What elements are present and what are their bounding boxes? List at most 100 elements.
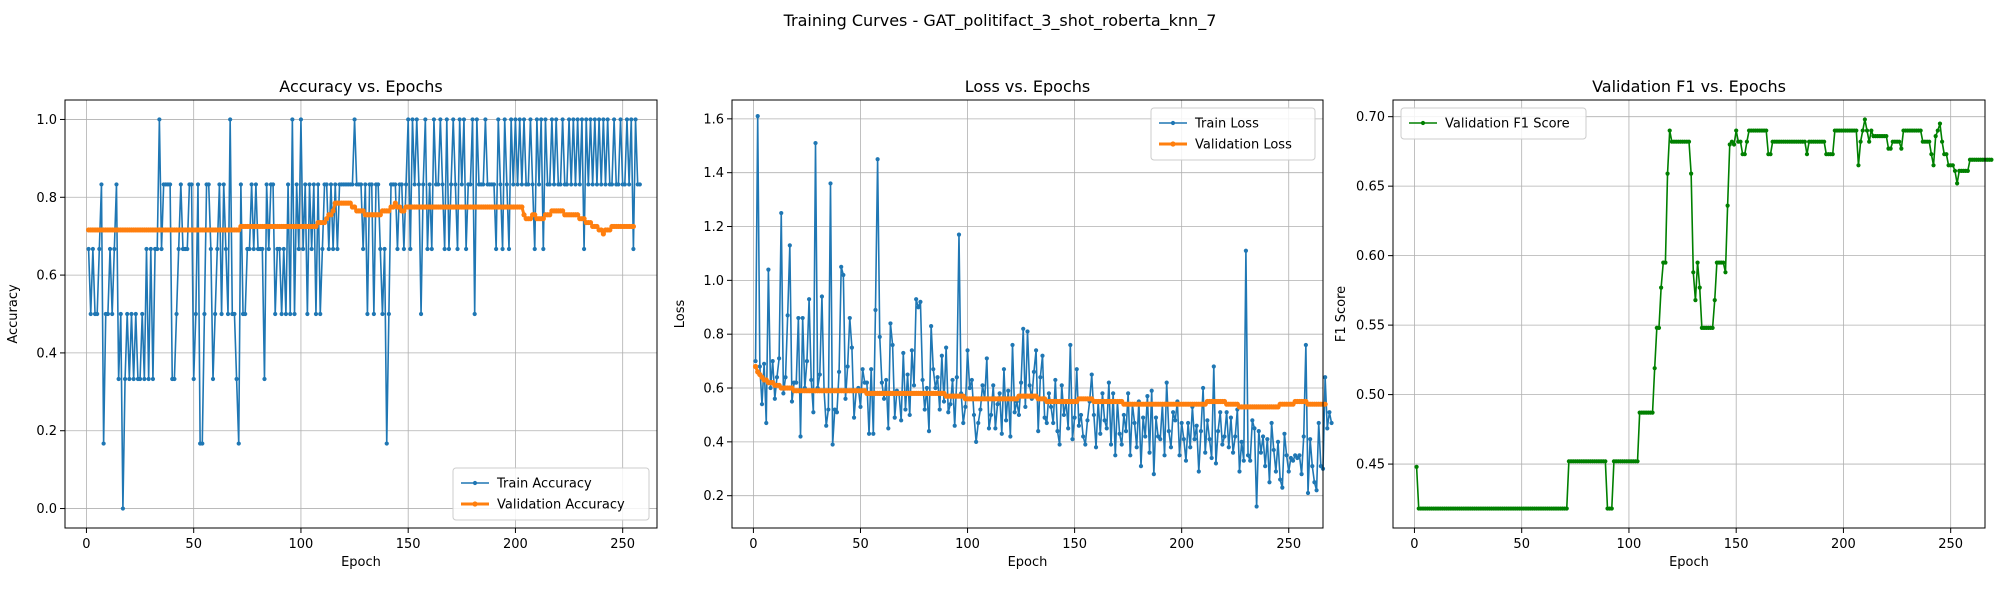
data-point — [787, 243, 792, 248]
data-point — [446, 246, 452, 252]
data-point — [631, 246, 636, 252]
data-point — [1126, 391, 1131, 396]
data-point — [1173, 418, 1178, 423]
data-point — [530, 182, 535, 187]
data-point — [1286, 469, 1291, 474]
legend-label: Validation Loss — [1195, 138, 1292, 153]
data-point — [1141, 415, 1146, 420]
data-point — [584, 117, 589, 122]
data-point — [305, 311, 310, 317]
data-point — [131, 376, 136, 382]
data-point — [101, 441, 106, 446]
y-tick-label: 0.60 — [1356, 249, 1385, 264]
data-point — [600, 231, 606, 237]
data-point — [926, 428, 932, 434]
data-point — [382, 246, 387, 252]
data-point — [347, 200, 353, 206]
data-point — [472, 311, 477, 317]
data-point — [146, 376, 151, 382]
data-point — [99, 182, 104, 187]
data-point — [909, 348, 914, 353]
data-point — [1181, 437, 1186, 442]
data-point — [392, 200, 398, 206]
data-point — [358, 182, 364, 187]
x-tick-label: 50 — [852, 537, 869, 552]
y-tick-label: 0.4 — [36, 346, 57, 361]
data-point — [1196, 469, 1201, 474]
data-point — [851, 415, 857, 420]
data-point — [1864, 128, 1870, 133]
figure-suptitle: Training Curves - GAT_politifact_3_shot_… — [783, 11, 1217, 31]
x-tick-label: 100 — [955, 537, 980, 552]
data-point — [1927, 139, 1932, 144]
y-tick-label: 0.8 — [36, 191, 57, 206]
data-point — [813, 140, 818, 146]
data-point — [980, 383, 985, 388]
data-point — [1059, 383, 1064, 388]
data-point — [273, 311, 278, 317]
data-point — [1322, 401, 1328, 407]
data-point — [1215, 428, 1221, 434]
data-point — [335, 246, 340, 252]
data-point — [150, 376, 156, 382]
legend: Validation F1 Score — [1400, 107, 1587, 140]
data-point — [202, 311, 207, 317]
data-point — [794, 380, 799, 385]
data-point — [377, 212, 383, 218]
data-point — [924, 385, 929, 391]
data-point — [361, 246, 366, 252]
data-point — [331, 246, 336, 252]
data-point — [1314, 488, 1319, 493]
data-point — [1299, 472, 1304, 477]
data-point — [757, 364, 762, 369]
data-point — [540, 216, 546, 222]
data-point — [1233, 434, 1238, 439]
data-point — [920, 377, 925, 383]
data-point — [547, 182, 552, 187]
data-point — [907, 412, 912, 418]
data-point — [1111, 391, 1116, 396]
data-point — [755, 114, 760, 119]
data-point — [839, 264, 844, 269]
data-point — [519, 182, 524, 187]
data-point — [1186, 420, 1191, 426]
data-point — [352, 117, 357, 122]
y-tick-label: 1.4 — [703, 166, 724, 181]
data-point — [1226, 445, 1231, 450]
data-point — [888, 321, 893, 326]
data-point — [956, 232, 962, 237]
data-point — [401, 208, 407, 214]
data-point — [916, 305, 921, 310]
data-point — [598, 227, 604, 233]
data-point — [948, 402, 953, 407]
plot-frame — [1392, 99, 1986, 529]
data-point — [114, 182, 119, 187]
data-point — [875, 157, 880, 162]
data-point — [836, 369, 842, 374]
data-point — [1164, 380, 1169, 385]
data-point — [208, 246, 213, 252]
chart-title: Validation F1 vs. Epochs — [1592, 77, 1786, 96]
data-point — [1867, 139, 1872, 144]
data-point — [596, 117, 602, 122]
data-point — [142, 376, 147, 382]
data-point — [539, 117, 544, 122]
data-point — [528, 117, 533, 122]
data-point — [759, 402, 765, 407]
data-point — [911, 383, 917, 388]
data-point — [1198, 428, 1204, 434]
data-point — [219, 311, 224, 317]
data-point — [573, 182, 578, 187]
data-point — [961, 420, 966, 426]
data-point — [1918, 128, 1923, 133]
data-point — [513, 117, 518, 122]
data-point — [1603, 459, 1608, 464]
data-point — [1686, 139, 1692, 144]
data-point — [200, 441, 205, 446]
legend-label: Train Loss — [1194, 117, 1259, 132]
data-point — [1316, 420, 1321, 426]
data-point — [1256, 428, 1261, 434]
data-point — [944, 345, 949, 350]
series-line — [754, 115, 1333, 508]
data-point — [588, 117, 593, 122]
